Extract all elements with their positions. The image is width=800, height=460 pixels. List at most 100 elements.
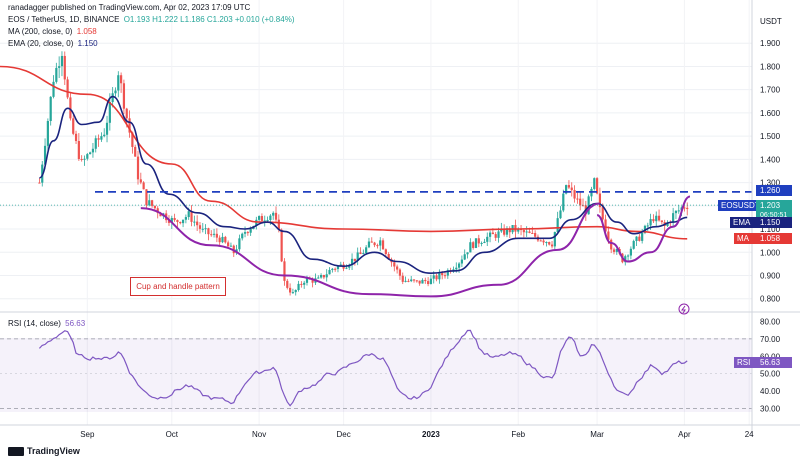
candle-body xyxy=(522,230,525,233)
candle-body xyxy=(227,242,230,247)
rsi-legend[interactable]: RSI (14, close) 56.63 xyxy=(8,319,85,328)
time-tick-label: 2023 xyxy=(422,430,440,439)
candle-body xyxy=(674,210,678,214)
candle-body xyxy=(173,217,176,221)
candle-body xyxy=(457,263,461,268)
candle-body xyxy=(531,232,534,234)
rsi-tick-label: 40.00 xyxy=(760,387,781,396)
candle-body xyxy=(415,280,418,282)
candle-body xyxy=(387,254,390,260)
candle-body xyxy=(184,217,187,220)
ema-legend-label: EMA (20, close, 0) xyxy=(8,39,74,48)
price-tick-label: 1.700 xyxy=(760,86,781,95)
candle-body xyxy=(565,185,568,194)
candle-body xyxy=(381,240,385,250)
candle-body xyxy=(567,185,571,188)
candle-body xyxy=(103,134,106,137)
ma-legend[interactable]: MA (200, close, 0) 1.058 xyxy=(8,27,97,36)
time-tick-label: Dec xyxy=(336,430,350,439)
candle-body xyxy=(660,220,663,223)
rsi-band xyxy=(0,338,752,412)
candle-body xyxy=(517,228,520,232)
candle-body xyxy=(615,248,618,252)
candle-body xyxy=(269,215,272,220)
candle-body xyxy=(60,55,64,67)
candle-body xyxy=(58,66,61,68)
rsi-tick-label: 30.00 xyxy=(760,405,781,414)
candle-body xyxy=(215,233,218,238)
candle-body xyxy=(550,244,554,247)
candle-body xyxy=(652,219,655,222)
candle-body xyxy=(497,231,500,238)
price-tick-label: 1.300 xyxy=(760,179,781,188)
candle-body xyxy=(66,79,69,98)
candle-body xyxy=(97,138,100,140)
candle-body xyxy=(367,241,371,248)
candle-body xyxy=(500,228,503,232)
candle-body xyxy=(294,290,297,293)
candle-body xyxy=(469,242,472,253)
candle-body xyxy=(393,262,396,267)
candle-body xyxy=(460,259,464,264)
ohlc-values: O1.193 H1.222 L1.186 C1.203 +0.010 (+0.8… xyxy=(123,15,295,24)
candle-body xyxy=(229,245,233,247)
candle-body xyxy=(576,198,579,200)
candle-body xyxy=(672,213,675,223)
candle-body xyxy=(55,67,58,82)
rsi-tick-label: 80.00 xyxy=(760,317,781,326)
candle-body xyxy=(136,156,140,180)
candle-body xyxy=(69,97,72,119)
candle-body xyxy=(334,268,337,270)
candle-body xyxy=(249,228,252,233)
candle-body xyxy=(105,122,109,135)
candle-body xyxy=(350,258,354,266)
candle-body xyxy=(359,252,362,255)
candle-body xyxy=(542,240,545,243)
tradingview-logo[interactable]: TradingView xyxy=(8,446,80,456)
candle-body xyxy=(480,242,483,244)
candle-body xyxy=(607,231,610,240)
candle-body xyxy=(83,158,86,160)
resistance-tag: 1.260 xyxy=(756,185,792,196)
price-tick-label: 1.100 xyxy=(760,225,781,234)
candle-body xyxy=(503,228,506,235)
candle-body xyxy=(198,225,202,229)
alert-icon[interactable] xyxy=(678,303,690,315)
candle-body xyxy=(193,221,196,223)
candle-body xyxy=(562,193,565,211)
candle-body xyxy=(353,258,356,261)
candle-body xyxy=(94,138,97,149)
candle-body xyxy=(601,207,604,220)
candle-body xyxy=(348,265,351,268)
candle-body xyxy=(441,272,444,276)
candle-body xyxy=(170,217,173,223)
cup-curve xyxy=(140,202,601,298)
candle-body xyxy=(89,152,92,155)
ema-legend[interactable]: EMA (20, close, 0) 1.150 xyxy=(8,39,98,48)
candle-body xyxy=(176,220,179,222)
candle-body xyxy=(204,228,207,230)
time-tick-label: 24 xyxy=(745,430,754,439)
candle-body xyxy=(272,212,275,216)
candle-body xyxy=(401,275,404,282)
candle-body xyxy=(593,178,596,189)
candle-body xyxy=(139,179,142,183)
candle-body xyxy=(657,215,661,221)
candle-body xyxy=(52,81,55,97)
candle-body xyxy=(305,278,309,283)
candle-body xyxy=(412,279,416,281)
grid-lines xyxy=(0,0,752,425)
price-axis[interactable]: 0.8000.9001.0001.1001.2001.3001.4001.500… xyxy=(760,39,781,303)
rsi-axis[interactable]: 30.00 40.00 50.00 60.00 70.00 80.00 xyxy=(760,317,781,413)
candle-body xyxy=(238,238,241,250)
candle-body xyxy=(91,148,95,153)
candle-body xyxy=(362,253,365,255)
candle-body xyxy=(427,281,430,285)
candle-body xyxy=(649,219,652,226)
candle-body xyxy=(646,225,649,227)
price-tick-label: 1.900 xyxy=(760,39,781,48)
cup-and-handle-label: Cup and handle pattern xyxy=(130,277,226,296)
candle-body xyxy=(455,267,458,270)
time-axis[interactable]: Sep Oct Nov Dec 2023 Feb Mar Apr 24 xyxy=(80,430,754,439)
